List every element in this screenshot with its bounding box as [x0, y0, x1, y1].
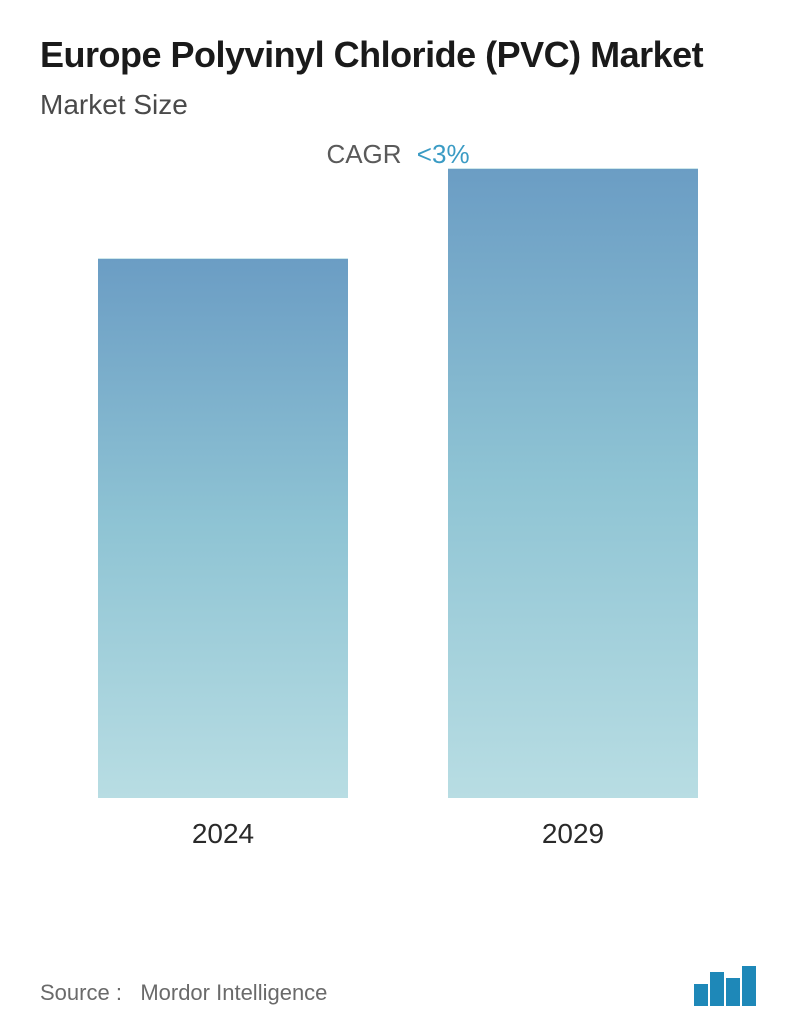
cagr-value: <3%	[417, 139, 470, 169]
bar-label-2024: 2024	[192, 818, 254, 850]
cagr-annotation: CAGR <3%	[40, 139, 756, 170]
logo-bar	[726, 978, 740, 1006]
logo-bar	[694, 984, 708, 1006]
source-attribution: Source : Mordor Intelligence	[40, 980, 327, 1006]
bar-2024	[98, 258, 348, 798]
bar-2029	[448, 168, 698, 798]
bar-label-2029: 2029	[542, 818, 604, 850]
logo-bar	[710, 972, 724, 1006]
bar-group-2024: 2024	[98, 258, 348, 850]
logo-bar	[742, 966, 756, 1006]
mordor-logo-icon	[694, 966, 756, 1006]
chart-subtitle: Market Size	[40, 89, 756, 121]
cagr-label: CAGR	[326, 139, 401, 169]
bar-chart: 2024 2029	[40, 210, 756, 850]
source-label: Source :	[40, 980, 122, 1005]
source-name: Mordor Intelligence	[140, 980, 327, 1005]
chart-title: Europe Polyvinyl Chloride (PVC) Market	[40, 32, 756, 77]
bar-group-2029: 2029	[448, 168, 698, 850]
chart-footer: Source : Mordor Intelligence	[40, 966, 756, 1006]
chart-container: Europe Polyvinyl Chloride (PVC) Market M…	[0, 0, 796, 1034]
